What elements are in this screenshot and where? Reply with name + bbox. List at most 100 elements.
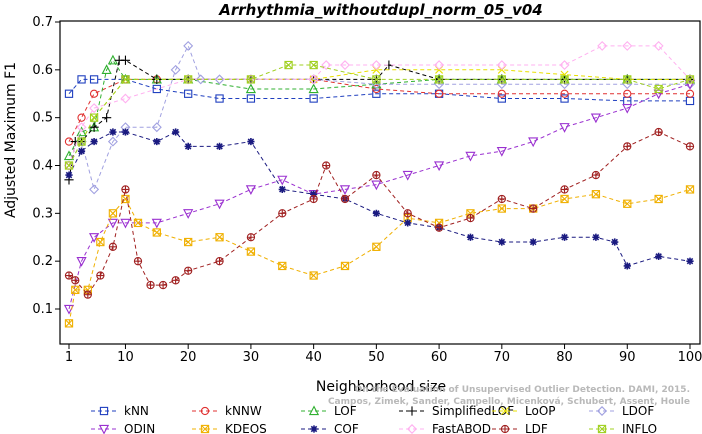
point-knn (560, 94, 569, 103)
point-inflo (64, 161, 74, 170)
point-cof (560, 233, 569, 241)
point-lof (308, 83, 319, 94)
axis-titles: Neighborhood size Adjusted Maximum F1 (3, 62, 446, 395)
point-fastabod (597, 40, 608, 51)
x-tick-label: 20 (180, 350, 197, 365)
x-tick-label: 60 (431, 350, 448, 365)
point-cof (109, 128, 117, 136)
point-odin (107, 218, 119, 229)
point-odin (433, 161, 445, 172)
point-cof (686, 257, 694, 265)
point-ldf (654, 127, 663, 137)
legend-item-ldof: LDOF (589, 404, 654, 418)
point-fastabod (76, 122, 87, 133)
point-ldof (195, 74, 206, 85)
point-kdeos (184, 237, 193, 247)
point-fastabod (321, 60, 332, 71)
legend-marker-ldf (500, 424, 510, 434)
point-odin (590, 113, 602, 124)
series-knn (64, 75, 695, 106)
legend-item-inflo: INFLO (589, 422, 657, 434)
point-ldof (214, 74, 225, 85)
point-cof (623, 262, 631, 270)
legend-label-ldof: LDOF (622, 404, 654, 418)
point-cof (153, 137, 161, 146)
point-ldf (560, 185, 569, 194)
point-knn (497, 94, 506, 103)
point-knnw (623, 89, 632, 98)
point-lof (76, 126, 87, 137)
point-kdeos (64, 319, 74, 328)
point-odin (622, 103, 633, 114)
series-line-ldf (68, 131, 691, 296)
legend-marker-loop (501, 407, 509, 415)
point-odin (120, 218, 131, 229)
point-odin (528, 137, 539, 148)
point-kdeos (623, 199, 632, 208)
point-cof (372, 209, 380, 217)
legend: kNN kNNW LOF SimplifiedLOF LoOP LDOF ODIN KDEOS… (91, 404, 657, 434)
series-layer (63, 40, 696, 328)
point-knnw (434, 89, 444, 98)
y-tick-label: 0.6 (32, 63, 53, 78)
point-ldf (64, 271, 74, 280)
point-knn (184, 89, 193, 98)
point-cof (65, 171, 73, 179)
point-odin (496, 147, 507, 157)
point-kdeos (560, 194, 569, 204)
point-fastabod (653, 40, 664, 51)
point-cof (121, 128, 130, 136)
legend-item-lof: LOF (301, 404, 357, 418)
point-odin (88, 233, 100, 243)
point-cof (529, 238, 537, 246)
point-cof (655, 252, 663, 260)
legend-label-kdeos: KDEOS (225, 422, 267, 434)
point-knnw (372, 84, 381, 94)
point-fastabod (559, 60, 570, 71)
point-ldf (434, 223, 444, 232)
point-ldf (121, 185, 130, 194)
point-simplifiedlof (102, 113, 112, 123)
legend-marker-knn (99, 406, 109, 416)
point-ldof (183, 40, 194, 51)
legend-item-kdeos: KDEOS (192, 422, 267, 434)
point-ldf (685, 142, 695, 151)
point-fastabod (371, 60, 382, 71)
point-inflo (623, 75, 632, 84)
title-layer: Arrhythmia_withoutdupl_norm_05_v04 (218, 1, 542, 19)
legend-label-loop: LoOP (525, 404, 556, 418)
point-ldf (184, 266, 193, 275)
point-cof (90, 137, 98, 146)
point-ldf (71, 276, 80, 285)
point-knn (215, 94, 224, 103)
legend-label-fastabod: FastABOD (432, 422, 491, 434)
point-odin (151, 218, 162, 229)
point-ldf (340, 194, 350, 204)
point-kdeos (340, 261, 350, 271)
point-ldf (96, 271, 105, 280)
legend-label-simplifiedlof: SimplifiedLOF (432, 404, 514, 418)
legend-label-knnw: kNNW (225, 404, 262, 418)
point-kdeos (685, 185, 695, 194)
point-cof (310, 190, 318, 198)
point-odin (559, 123, 570, 133)
watermark: Campos, Zimek, Sander, Campello, Micenko… (328, 385, 690, 407)
point-ldf (372, 170, 381, 180)
point-inflo (121, 75, 130, 84)
point-fastabod (120, 93, 131, 104)
legend-item-ldf: LDF (492, 422, 548, 434)
point-kdeos (309, 271, 318, 280)
point-kdeos (372, 242, 381, 251)
x-tick-label: 80 (556, 350, 573, 365)
legend-marker-fastabod (407, 424, 417, 434)
y-tick-label: 0.2 (32, 254, 53, 269)
y-tick-label: 0.1 (32, 302, 53, 317)
x-tick-label: 50 (368, 350, 385, 365)
point-fastabod (340, 60, 350, 71)
point-ldf (171, 276, 180, 285)
x-tick-label: 40 (305, 350, 322, 365)
point-cof (498, 238, 506, 246)
point-ldof (151, 122, 162, 133)
point-ldof (170, 64, 181, 75)
